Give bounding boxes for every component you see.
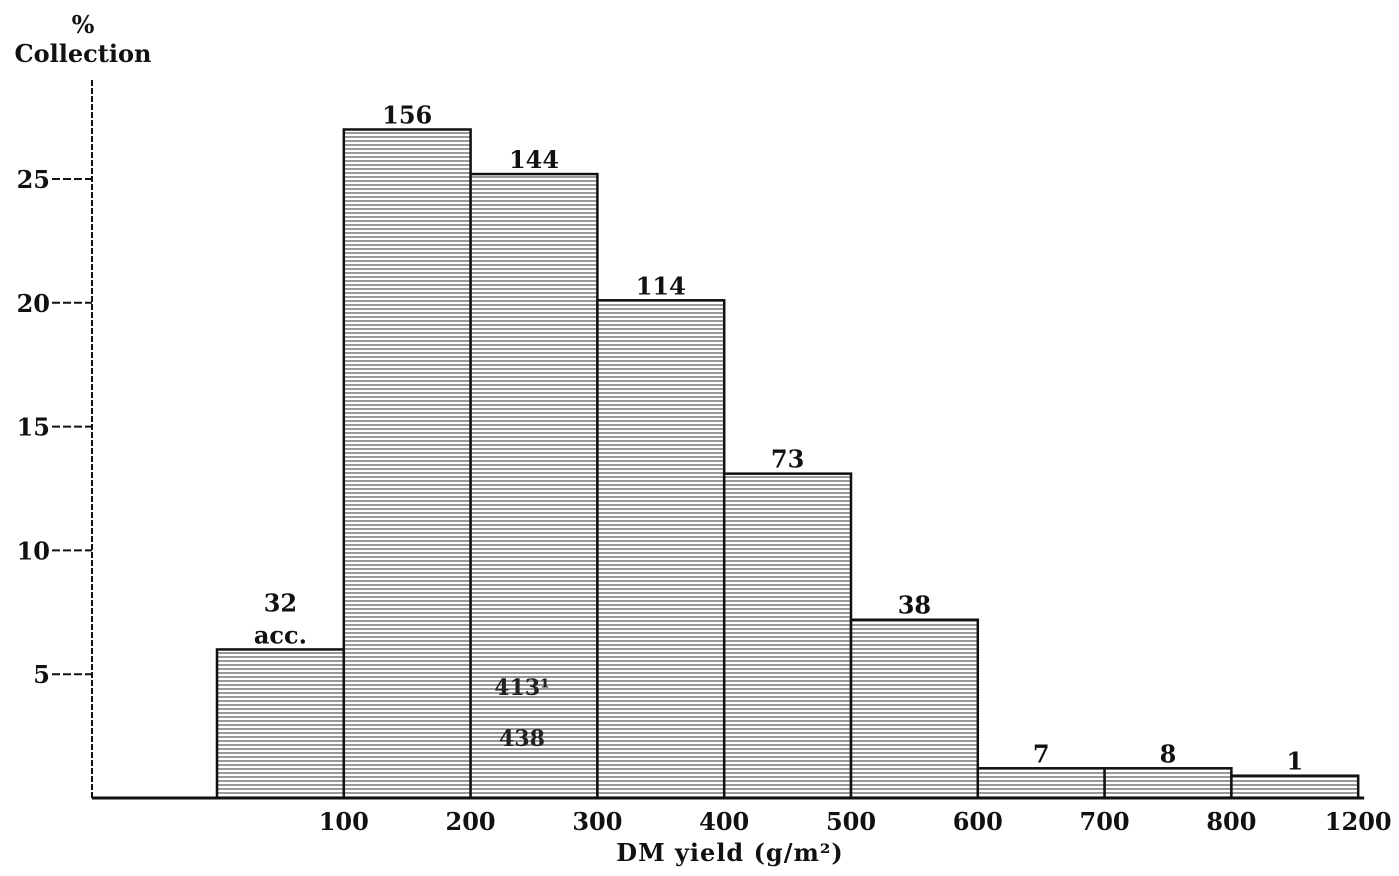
bar-count-label: 114 [636,271,686,300]
bar-700-800 [1103,767,1233,800]
y-tick-label: 25 [17,165,50,194]
bar-count-label: 73 [771,445,804,474]
y-axis-title-percent: % [71,10,95,39]
x-tick-label: 200 [446,807,496,836]
bar-count-label: 38 [898,591,931,620]
x-tick-label: 800 [1206,807,1256,836]
x-tick-label: 1200 [1325,807,1392,836]
x-tick-label: 100 [319,807,369,836]
y-tick-label: 5 [33,660,50,689]
x-axis-title: DM yield (g/m²) [616,838,844,867]
bar-400-500 [722,472,853,800]
bar-600-700 [976,767,1106,800]
bar-800-1200 [1230,774,1360,800]
bar-300-400 [596,299,726,800]
x-tick-label: 700 [1080,807,1130,836]
bar-100-200 [342,128,472,800]
bar-200-300 [469,172,599,800]
bar-count-label: 8 [1160,739,1177,768]
bar-count-label: 144 [509,145,559,174]
bars-group [215,128,1360,800]
bar-count-label: 156 [382,100,432,129]
y-axis-title-collection: Collection [14,39,152,68]
x-tick-label: 500 [826,807,876,836]
bar-count-label: 32 [264,588,297,617]
bar-0-100 [215,648,346,800]
x-tick-label: 300 [572,807,622,836]
bar-annotation: 413¹ [494,675,550,701]
y-tick-label: 10 [17,536,50,565]
bar-count-label: 1 [1286,747,1303,776]
bar-count-label: 7 [1033,739,1050,768]
x-tick-label: 600 [953,807,1003,836]
x-tick-label: 400 [699,807,749,836]
axes-group [52,80,1365,800]
accessions-unit-label: acc. [254,620,307,649]
bar-annotation: 438 [499,726,545,752]
y-axis-title: % Collection [8,10,158,68]
y-tick-label: 20 [17,289,50,318]
bar-500-600 [849,618,980,800]
labels-group: 32 100 156 200 144 300 114 400 73 500 38 600 7 700 8 80… [17,100,1392,836]
y-tick-label: 15 [17,413,50,442]
